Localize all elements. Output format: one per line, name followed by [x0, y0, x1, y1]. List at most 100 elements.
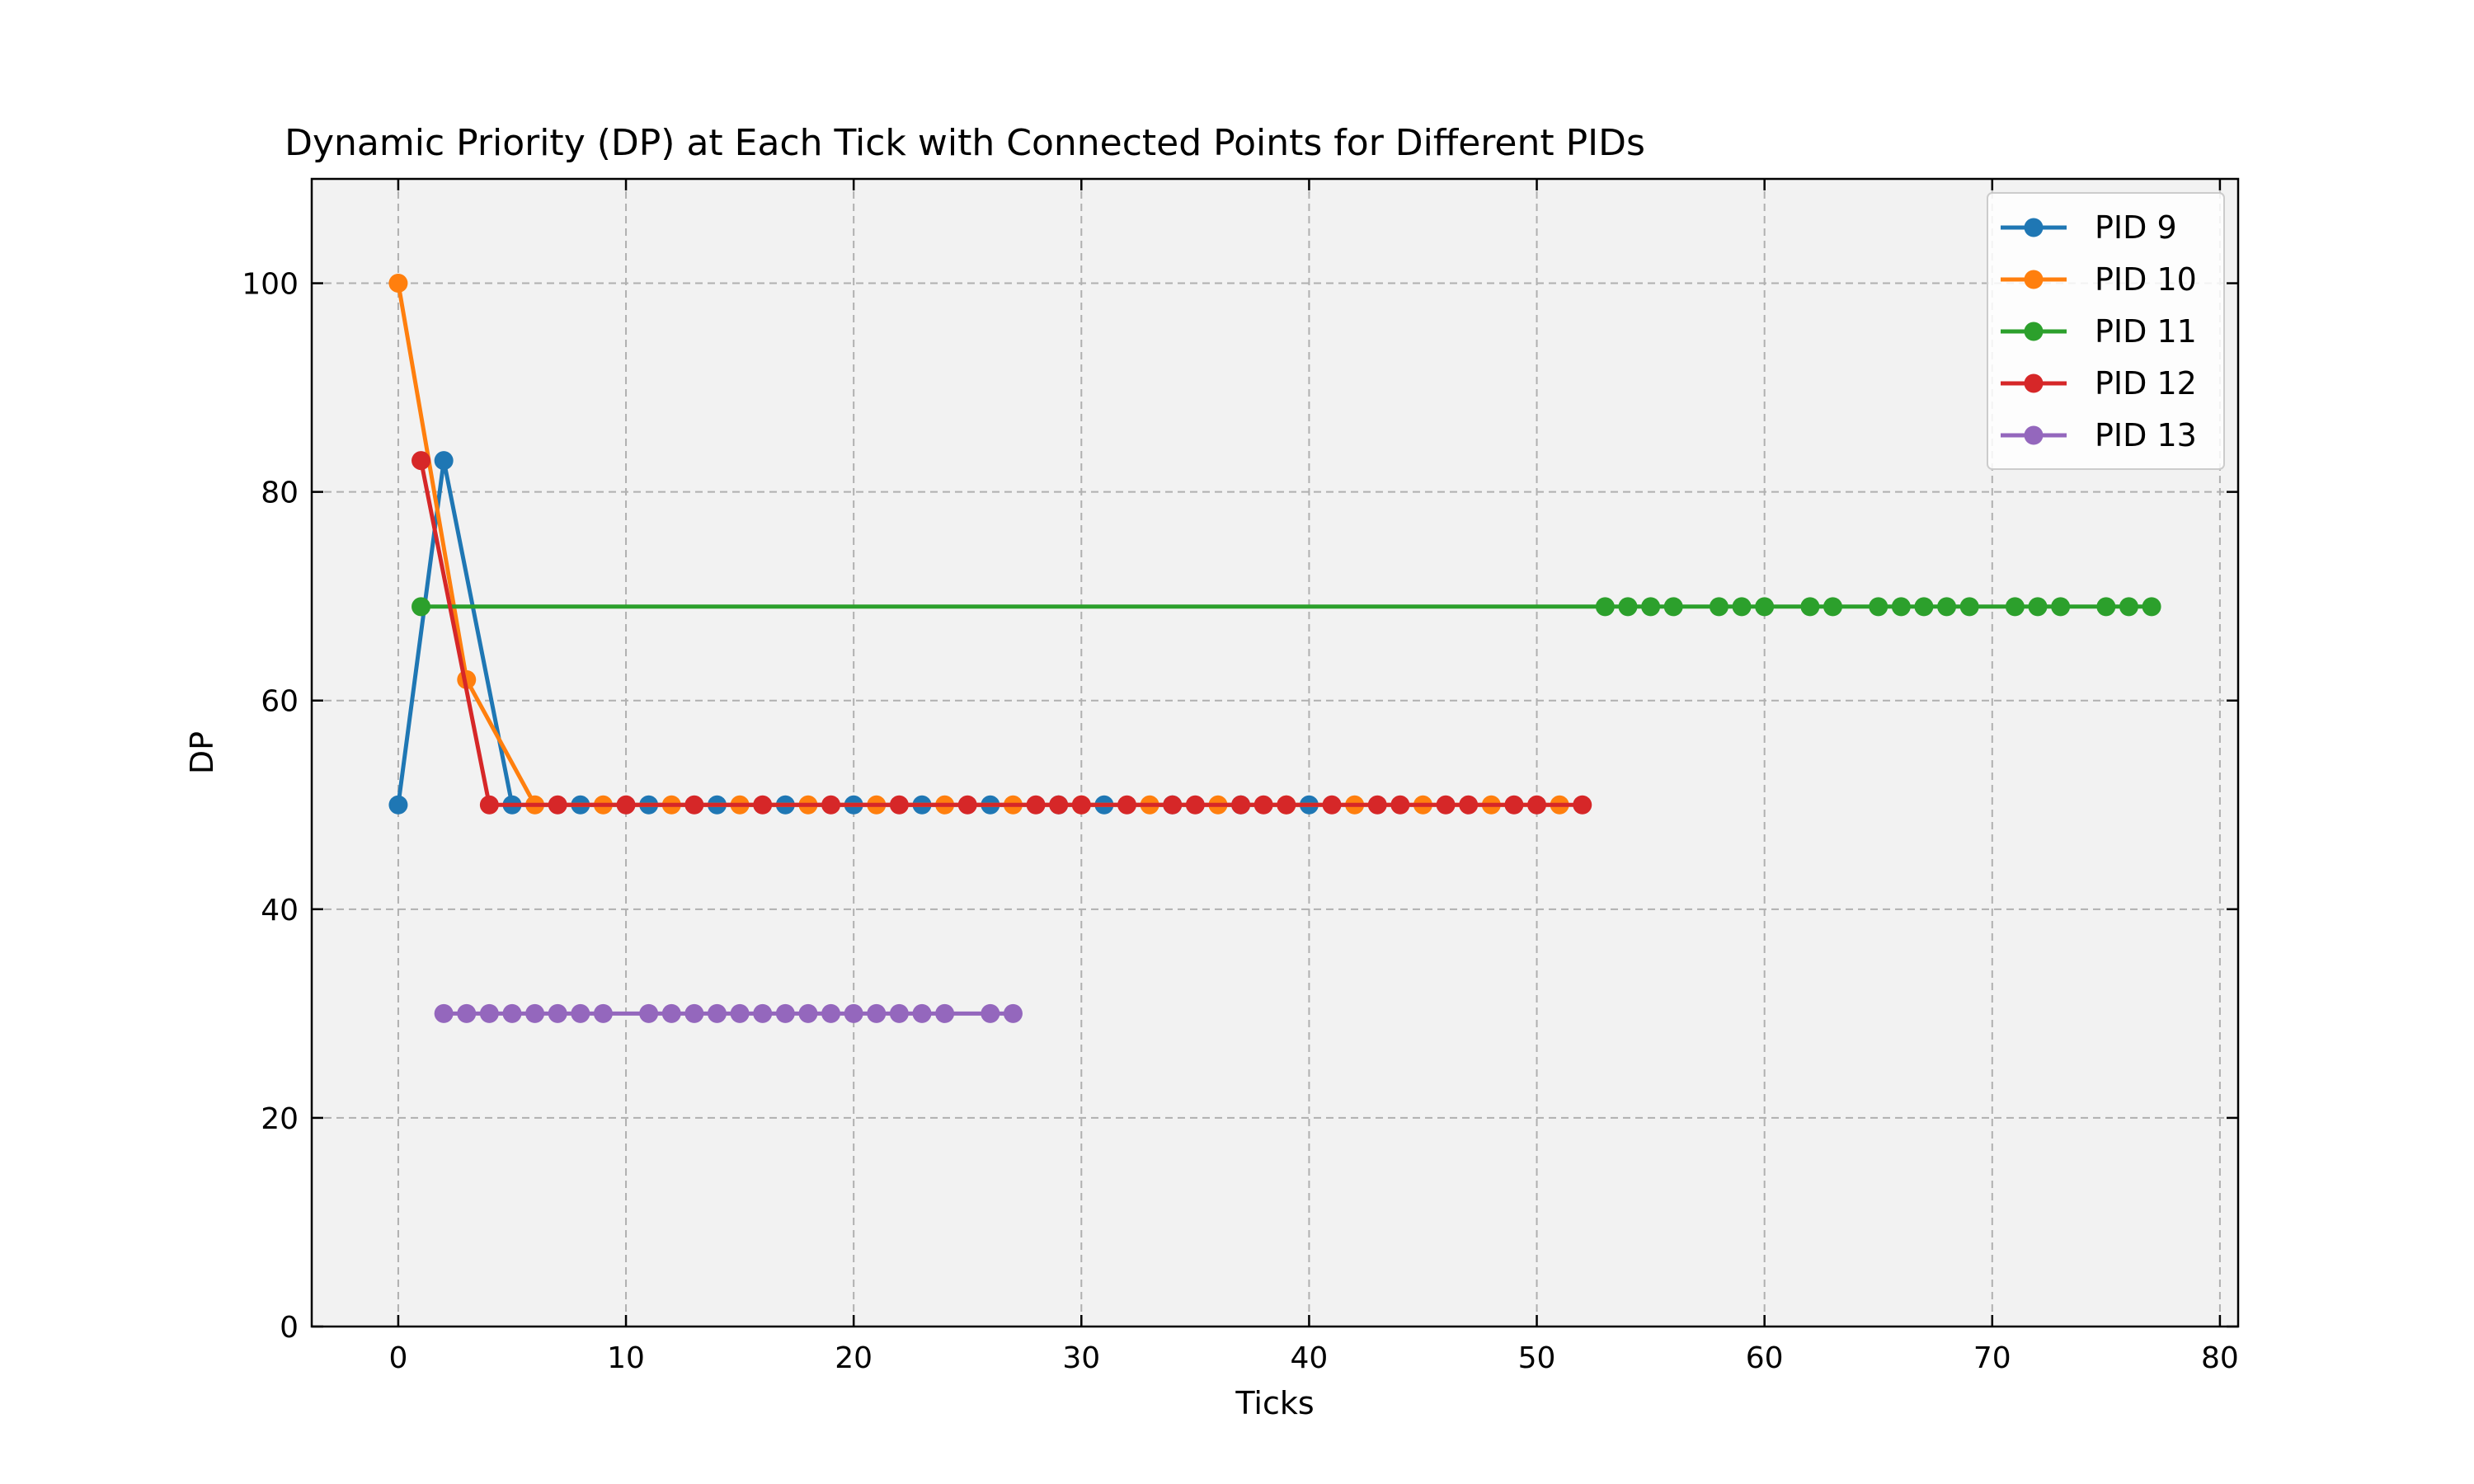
data-point — [1527, 795, 1547, 815]
data-point — [1595, 597, 1615, 617]
legend-frame — [1987, 192, 2225, 470]
data-point — [707, 1003, 727, 1023]
data-point — [1231, 795, 1251, 815]
data-point — [1071, 795, 1091, 815]
data-point — [935, 1003, 955, 1023]
data-point — [1436, 795, 1456, 815]
data-point — [1163, 795, 1183, 815]
legend-marker — [2024, 270, 2044, 289]
legend-item: PID 12 — [2001, 365, 2197, 402]
data-point — [2028, 597, 2048, 617]
data-point — [684, 795, 704, 815]
data-point — [502, 1003, 522, 1023]
data-point — [1277, 795, 1296, 815]
x-tick-label: 10 — [607, 1341, 645, 1375]
data-point — [1459, 795, 1479, 815]
series-3 — [412, 597, 2161, 617]
data-point — [889, 795, 909, 815]
legend-label: PID 9 — [2095, 209, 2177, 246]
data-point — [1367, 795, 1387, 815]
legend-label: PID 12 — [2095, 365, 2197, 402]
data-point — [1504, 795, 1524, 815]
legend-marker — [2024, 218, 2044, 237]
chart-title: Dynamic Priority (DP) at Each Tick with … — [285, 122, 1645, 164]
data-point — [1800, 597, 1820, 617]
data-point — [1891, 597, 1911, 617]
legend-item: PID 13 — [2001, 417, 2197, 453]
legend-label: PID 10 — [2095, 261, 2197, 298]
data-point — [821, 1003, 841, 1023]
data-point — [1618, 597, 1638, 617]
data-point — [981, 1003, 1000, 1023]
data-point — [2096, 597, 2116, 617]
data-point — [912, 1003, 932, 1023]
data-point — [1117, 795, 1137, 815]
data-point — [889, 1003, 909, 1023]
data-point — [1390, 795, 1410, 815]
data-point — [1049, 795, 1069, 815]
data-point — [1253, 795, 1273, 815]
y-axis-label: DP — [184, 731, 220, 774]
data-point — [1937, 597, 1957, 617]
data-point — [1959, 597, 1979, 617]
x-tick-label: 70 — [1973, 1341, 2011, 1375]
data-point — [412, 451, 431, 471]
data-point — [821, 795, 841, 815]
data-point — [2119, 597, 2138, 617]
legend-label: PID 11 — [2095, 313, 2197, 350]
y-tick-label: 40 — [261, 894, 299, 928]
y-tick-label: 60 — [261, 685, 299, 719]
series-4 — [412, 451, 1592, 815]
plot-frame — [310, 177, 2240, 1328]
series-layer — [388, 274, 2161, 1023]
legend-marker — [2024, 373, 2044, 393]
data-point — [1663, 597, 1683, 617]
x-axis-label: Ticks — [1235, 1385, 1314, 1421]
data-point — [434, 451, 454, 471]
data-point — [1755, 597, 1775, 617]
x-tick-label: 20 — [835, 1341, 872, 1375]
data-point — [1869, 597, 1888, 617]
data-point — [867, 1003, 887, 1023]
y-tick-label: 20 — [261, 1102, 299, 1136]
grid — [312, 179, 2238, 1327]
data-point — [388, 274, 408, 294]
data-point — [1709, 597, 1729, 617]
data-point — [457, 1003, 477, 1023]
data-point — [412, 597, 431, 617]
data-point — [548, 1003, 567, 1023]
data-point — [479, 795, 499, 815]
series-5 — [434, 1003, 1023, 1023]
legend-item: PID 11 — [2001, 313, 2197, 350]
data-point — [1732, 597, 1752, 617]
data-point — [1026, 795, 1046, 815]
data-point — [548, 795, 567, 815]
data-point — [479, 1003, 499, 1023]
data-point — [1641, 597, 1661, 617]
data-point — [2005, 597, 2025, 617]
data-point — [1322, 795, 1342, 815]
legend-item: PID 10 — [2001, 261, 2197, 298]
data-point — [593, 1003, 613, 1023]
data-point — [1003, 1003, 1023, 1023]
data-point — [684, 1003, 704, 1023]
data-point — [844, 1003, 863, 1023]
y-tick-label: 0 — [280, 1311, 299, 1345]
data-point — [525, 1003, 545, 1023]
legend-marker — [2024, 322, 2044, 341]
data-point — [1185, 795, 1205, 815]
legend-item: PID 9 — [2001, 209, 2177, 246]
data-point — [753, 1003, 773, 1023]
data-point — [753, 795, 773, 815]
data-point — [639, 1003, 659, 1023]
x-tick-label: 0 — [388, 1341, 407, 1375]
data-point — [1823, 597, 1843, 617]
y-tick-label: 100 — [242, 268, 299, 302]
x-tick-label: 40 — [1291, 1341, 1329, 1375]
x-tick-label: 80 — [2201, 1341, 2239, 1375]
y-tick-label: 80 — [261, 477, 299, 510]
data-point — [2051, 597, 2071, 617]
data-point — [775, 1003, 795, 1023]
